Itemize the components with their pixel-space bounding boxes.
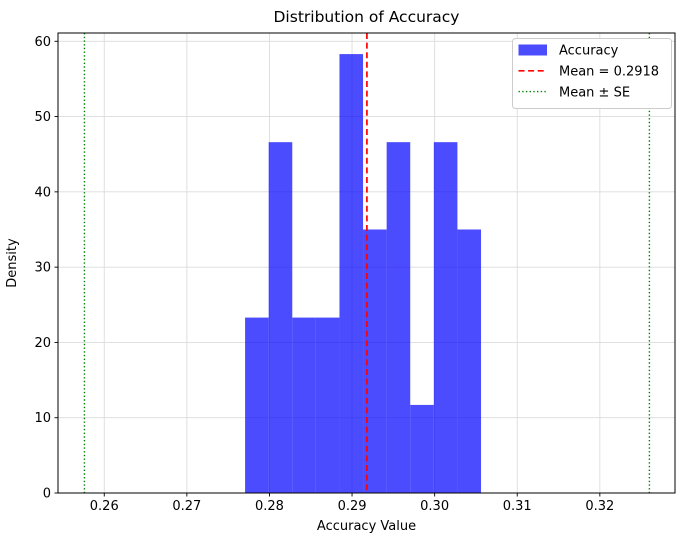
legend-swatch-accuracy (518, 44, 547, 56)
legend: Accuracy Mean = 0.2918 Mean ± SE (512, 38, 672, 109)
x-tick-label: 0.32 (585, 499, 614, 514)
y-tick-label: 0 (43, 487, 51, 502)
legend-label: Accuracy (559, 44, 619, 59)
axes-spines (57, 32, 676, 494)
legend-label: Mean = 0.2918 (559, 65, 659, 80)
y-tick-label: 60 (34, 35, 51, 50)
histogram-bar (292, 317, 316, 493)
x-tick-label: 0.27 (172, 499, 201, 514)
x-axis-label: Accuracy Value (317, 519, 416, 534)
x-tick-label: 0.26 (90, 499, 119, 514)
y-axis-label: Density (5, 238, 20, 288)
histogram-bar (339, 54, 364, 493)
y-tick-label: 50 (34, 110, 51, 125)
histogram-bar (315, 317, 340, 493)
y-tick-label: 10 (34, 411, 51, 426)
legend-box (512, 38, 672, 109)
y-tick-label: 40 (34, 185, 51, 200)
y-tick-label: 20 (34, 336, 51, 351)
histogram-bar (363, 229, 387, 493)
x-tick-label: 0.28 (255, 499, 284, 514)
histogram-bar (410, 404, 434, 493)
x-tick-label: 0.29 (338, 499, 367, 514)
y-tick-label: 30 (34, 261, 51, 276)
legend-label: Mean ± SE (559, 85, 630, 100)
histogram-bar (245, 317, 269, 493)
x-tick-label: 0.31 (503, 499, 532, 514)
x-tick-label: 0.30 (420, 499, 449, 514)
histogram-bar (386, 142, 411, 494)
chart-title: Distribution of Accuracy (274, 8, 460, 26)
histogram-bar (457, 229, 482, 493)
histogram-bar (268, 142, 293, 494)
histogram-bar (433, 142, 458, 494)
